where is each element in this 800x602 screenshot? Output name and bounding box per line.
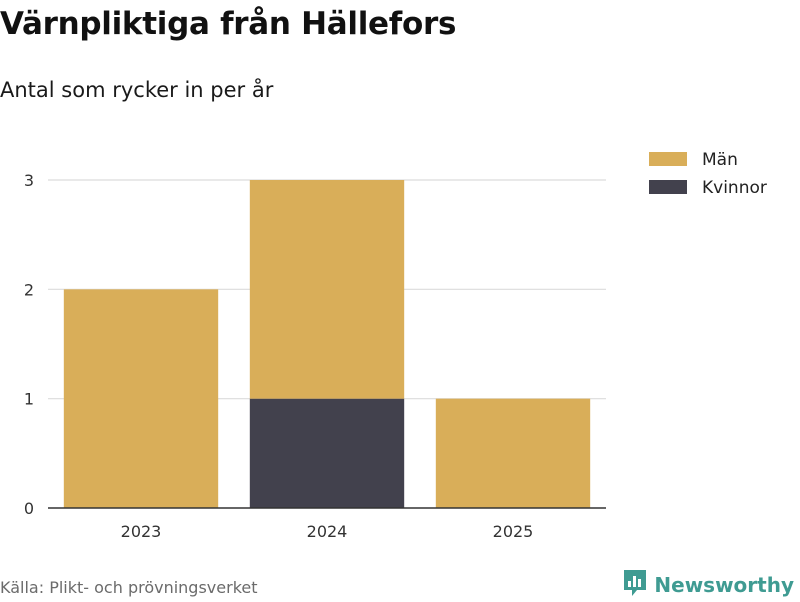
y-tick-label-0: 0 [24,499,34,518]
bar-kvinnor-2024[interactable] [249,398,405,508]
legend-swatch-kvinnor [649,180,687,194]
bar-män-2024[interactable] [249,180,405,399]
legend: Män Kvinnor [649,150,767,198]
x-tick-label-2024: 2024 [307,522,348,541]
y-tick-label-3: 3 [24,171,34,190]
x-tick-label-2025: 2025 [493,522,534,541]
y-axis-ticks: 0 1 2 3 [24,171,34,518]
legend-swatch-män [649,152,687,166]
bars [63,180,591,508]
bar-män-2025[interactable] [435,398,591,508]
legend-label-män: Män [702,150,738,170]
x-tick-label-2023: 2023 [121,522,162,541]
chart-subtitle: Antal som rycker in per år [0,78,274,102]
x-axis-ticks: 2023 2024 2025 [121,522,534,541]
y-tick-label-1: 1 [24,390,34,409]
legend-label-kvinnor: Kvinnor [702,178,767,198]
chart-title: Värnpliktiga från Hällefors [0,6,457,42]
brand-logo[interactable]: Newsworthy [622,568,794,602]
brand-name: Newsworthy [654,573,794,597]
bar-män-2023[interactable] [63,289,219,508]
source-note: Källa: Plikt- och prövningsverket [0,578,258,597]
y-tick-label-2: 2 [24,280,34,299]
bar-chart-speech-bubble-icon [622,568,648,602]
stacked-bar-chart: 0 1 2 3 2023 2024 2025 Män Kvinnor [24,150,767,541]
